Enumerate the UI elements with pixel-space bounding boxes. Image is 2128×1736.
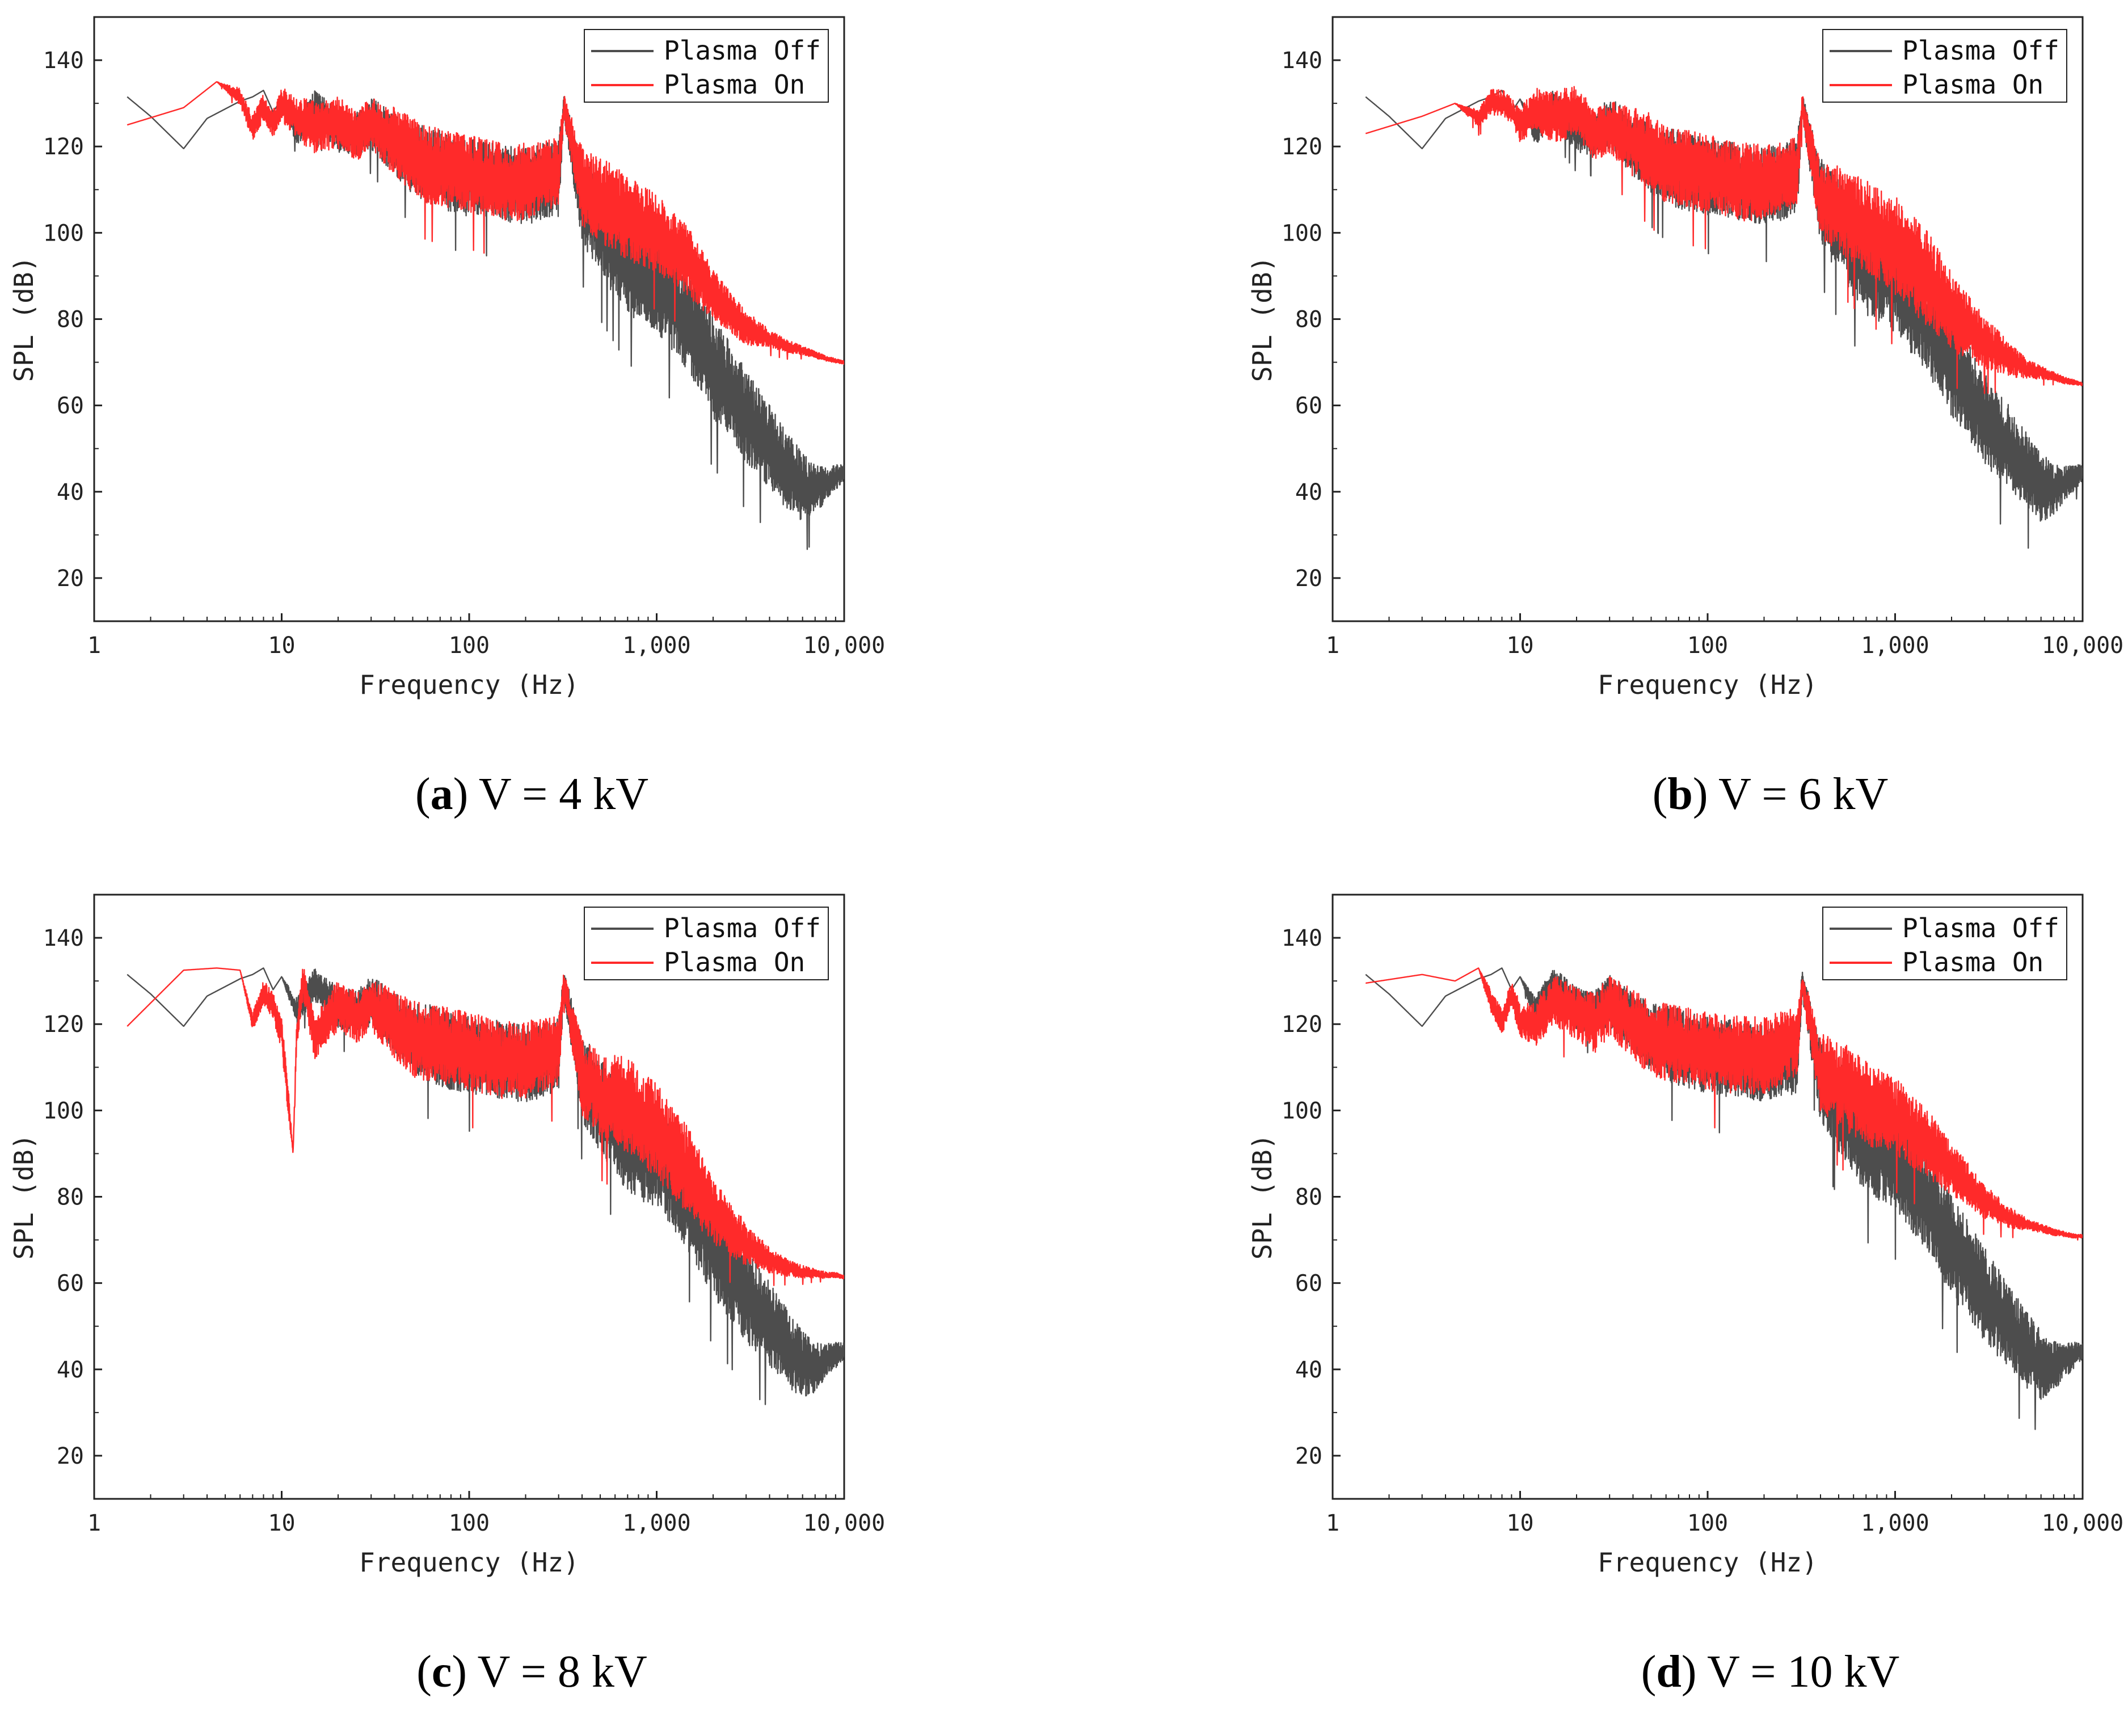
x-tick-label: 1 [87, 633, 101, 659]
x-tick-label: 1 [87, 1510, 101, 1536]
y-tick-label: 120 [1282, 1012, 1322, 1038]
legend-label: Plasma On [1902, 69, 2043, 100]
y-axis-label: SPL (dB) [9, 256, 39, 382]
y-tick-label: 40 [57, 479, 84, 505]
panel-d: 20 40 60 80 100 120 140 1 10 100 1,000 10,000 Freque… [1238, 878, 2128, 1736]
y-tick-label: 60 [1295, 393, 1322, 419]
y-tick-label: 120 [43, 134, 84, 160]
y-axis-label: SPL (dB) [9, 1134, 39, 1260]
x-tick-label: 1,000 [622, 633, 690, 659]
y-tick-label: 60 [57, 1271, 84, 1297]
y-tick-label: 20 [1295, 566, 1322, 592]
y-tick-label: 80 [1295, 1185, 1322, 1211]
x-tick-label: 10 [268, 1510, 295, 1536]
x-tick-label: 100 [1687, 1510, 1728, 1536]
y-tick-label: 140 [1282, 925, 1322, 951]
y-tick-label: 140 [43, 925, 84, 951]
x-tick-label: 1,000 [622, 1510, 690, 1536]
legend-box [584, 29, 829, 103]
x-tick-label: 100 [449, 1510, 490, 1536]
y-tick-label: 80 [1295, 307, 1322, 333]
x-tick-label: 1,000 [1861, 1510, 1929, 1536]
x-tick-label: 10,000 [803, 633, 886, 659]
y-axis-label: SPL (dB) [1247, 256, 1278, 382]
legend-label: Plasma On [664, 947, 805, 977]
legend-label: Plasma Off [1902, 35, 2059, 66]
x-tick-label: 10 [1506, 1510, 1533, 1536]
legend-label: Plasma Off [1902, 913, 2059, 943]
y-tick-label: 40 [1295, 1357, 1322, 1383]
y-tick-label: 120 [1282, 134, 1322, 160]
panel-b: 20 40 60 80 100 120 140 1 10 100 1,000 10,000 Freque… [1238, 0, 2128, 858]
y-tick-label: 80 [57, 307, 84, 333]
legend-label: Plasma Off [664, 913, 821, 943]
y-tick-label: 100 [1282, 220, 1322, 246]
caption-c: (c) V = 8 kV [416, 1647, 647, 1697]
x-axis-label: Frequency (Hz) [1598, 1547, 1818, 1578]
x-tick-label: 10,000 [2042, 633, 2124, 659]
y-tick-label: 20 [1295, 1443, 1322, 1469]
x-tick-label: 10 [1506, 633, 1533, 659]
caption-b: (b) V = 6 kV [1652, 769, 1889, 819]
legend-box [1822, 29, 2067, 103]
y-tick-label: 100 [1282, 1098, 1322, 1124]
x-tick-label: 1,000 [1861, 633, 1929, 659]
x-tick-label: 10 [268, 633, 295, 659]
y-tick-label: 40 [57, 1357, 84, 1383]
legend-box [1822, 907, 2067, 980]
y-tick-label: 80 [57, 1185, 84, 1211]
y-tick-label: 100 [43, 1098, 84, 1124]
y-tick-label: 120 [43, 1012, 84, 1038]
y-tick-label: 60 [57, 393, 84, 419]
legend-label: Plasma On [1902, 947, 2043, 977]
y-tick-label: 20 [57, 566, 84, 592]
y-tick-label: 40 [1295, 479, 1322, 505]
chart-a: 20 40 60 80 100 120 140 1 10 100 1,000 10,000 Freque… [9, 16, 886, 700]
legend-label: Plasma On [664, 69, 805, 100]
x-axis-label: Frequency (Hz) [359, 1547, 579, 1578]
y-axis-label: SPL (dB) [1247, 1134, 1278, 1260]
y-tick-label: 100 [43, 220, 84, 246]
caption-a: (a) V = 4 kV [415, 769, 649, 819]
plot-frame [93, 894, 845, 1500]
chart-d: 20 40 60 80 100 120 140 1 10 100 1,000 10,000 Freque… [1247, 894, 2124, 1578]
x-tick-label: 1 [1326, 633, 1339, 659]
panel-a: 20 40 60 80 100 120 140 1 10 100 1,000 10,000 Freque… [0, 0, 1064, 858]
x-tick-label: 10,000 [2042, 1510, 2124, 1536]
panel-c: 20 40 60 80 100 120 140 1 10 100 1,000 10,000 Freque… [0, 878, 1064, 1736]
legend-box [584, 907, 829, 980]
y-tick-label: 140 [43, 48, 84, 74]
x-tick-label: 100 [449, 633, 490, 659]
legend-label: Plasma Off [664, 35, 821, 66]
series-line-plasma-on [127, 967, 844, 1286]
x-tick-label: 10,000 [803, 1510, 886, 1536]
series-line-plasma-on [1365, 86, 2083, 394]
y-tick-label: 60 [1295, 1271, 1322, 1297]
caption-d: (d) V = 10 kV [1641, 1647, 1900, 1697]
y-tick-label: 140 [1282, 48, 1322, 74]
series-line-plasma-on [1365, 967, 2083, 1241]
x-axis-label: Frequency (Hz) [359, 669, 579, 700]
y-tick-label: 20 [57, 1443, 84, 1469]
x-axis-label: Frequency (Hz) [1598, 669, 1818, 700]
chart-b: 20 40 60 80 100 120 140 1 10 100 1,000 10,000 Freque… [1247, 16, 2124, 700]
x-tick-label: 100 [1687, 633, 1728, 659]
x-tick-label: 1 [1326, 1510, 1339, 1536]
series-line-plasma-on [127, 81, 844, 365]
chart-c: 20 40 60 80 100 120 140 1 10 100 1,000 10,000 Freque… [9, 894, 886, 1578]
